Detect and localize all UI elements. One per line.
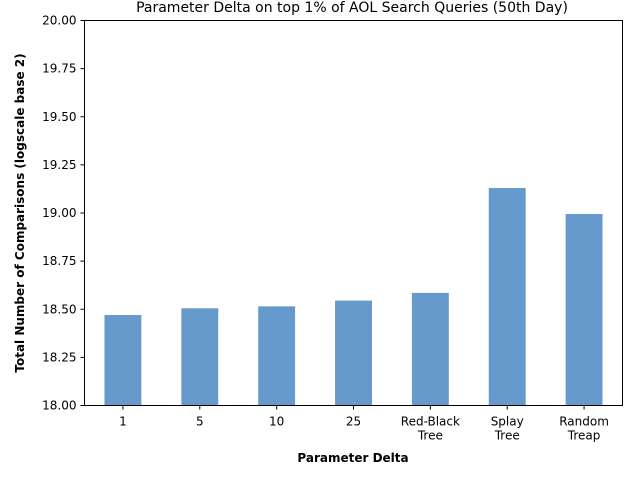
y-tick-label-8: 20.00 bbox=[42, 14, 76, 28]
plot-frame bbox=[84, 20, 623, 406]
x-tick-label-3: 25 bbox=[346, 415, 361, 429]
x-tick-label-6-line-1: Treap bbox=[567, 429, 601, 443]
bar-1 bbox=[181, 308, 219, 406]
y-tick-label-7: 19.75 bbox=[42, 62, 76, 76]
x-tick-label-4-line-1: Tree bbox=[417, 429, 443, 443]
x-tick-label-0: 1 bbox=[119, 415, 127, 429]
x-tick-label-5-line-1: Tree bbox=[494, 429, 520, 443]
bars-group bbox=[104, 187, 603, 406]
y-tick-label-6: 19.50 bbox=[42, 110, 76, 124]
y-axis: 18.00 18.25 18.50 18.75 19.00 19.25 19.50 19.75… bbox=[42, 14, 85, 413]
y-tick-label-2: 18.50 bbox=[42, 302, 76, 316]
bar-3 bbox=[335, 300, 372, 406]
y-tick-label-4: 19.00 bbox=[42, 206, 76, 220]
bar-6 bbox=[565, 213, 603, 406]
y-axis-label: Total Number of Comparisons (logscale ba… bbox=[13, 53, 27, 372]
bar-0 bbox=[104, 315, 142, 406]
x-tick-label-5-line-0: Splay bbox=[491, 415, 524, 429]
y-tick-label-5: 19.25 bbox=[42, 158, 76, 172]
bar-5 bbox=[488, 187, 526, 406]
y-tick-label-0: 18.00 bbox=[42, 399, 76, 413]
bar-2 bbox=[258, 306, 296, 406]
bar-4 bbox=[411, 292, 449, 406]
x-tick-label-1: 5 bbox=[196, 415, 204, 429]
y-tick-label-3: 18.75 bbox=[42, 254, 76, 268]
x-tick-label-4-line-0: Red-Black bbox=[401, 415, 460, 429]
x-tick-label-6-line-0: Random bbox=[559, 415, 609, 429]
chart-title: Parameter Delta on top 1% of AOL Search … bbox=[136, 0, 568, 16]
x-axis-label: Parameter Delta bbox=[297, 451, 408, 465]
y-tick-label-1: 18.25 bbox=[42, 350, 76, 364]
x-tick-label-2: 10 bbox=[269, 415, 284, 429]
